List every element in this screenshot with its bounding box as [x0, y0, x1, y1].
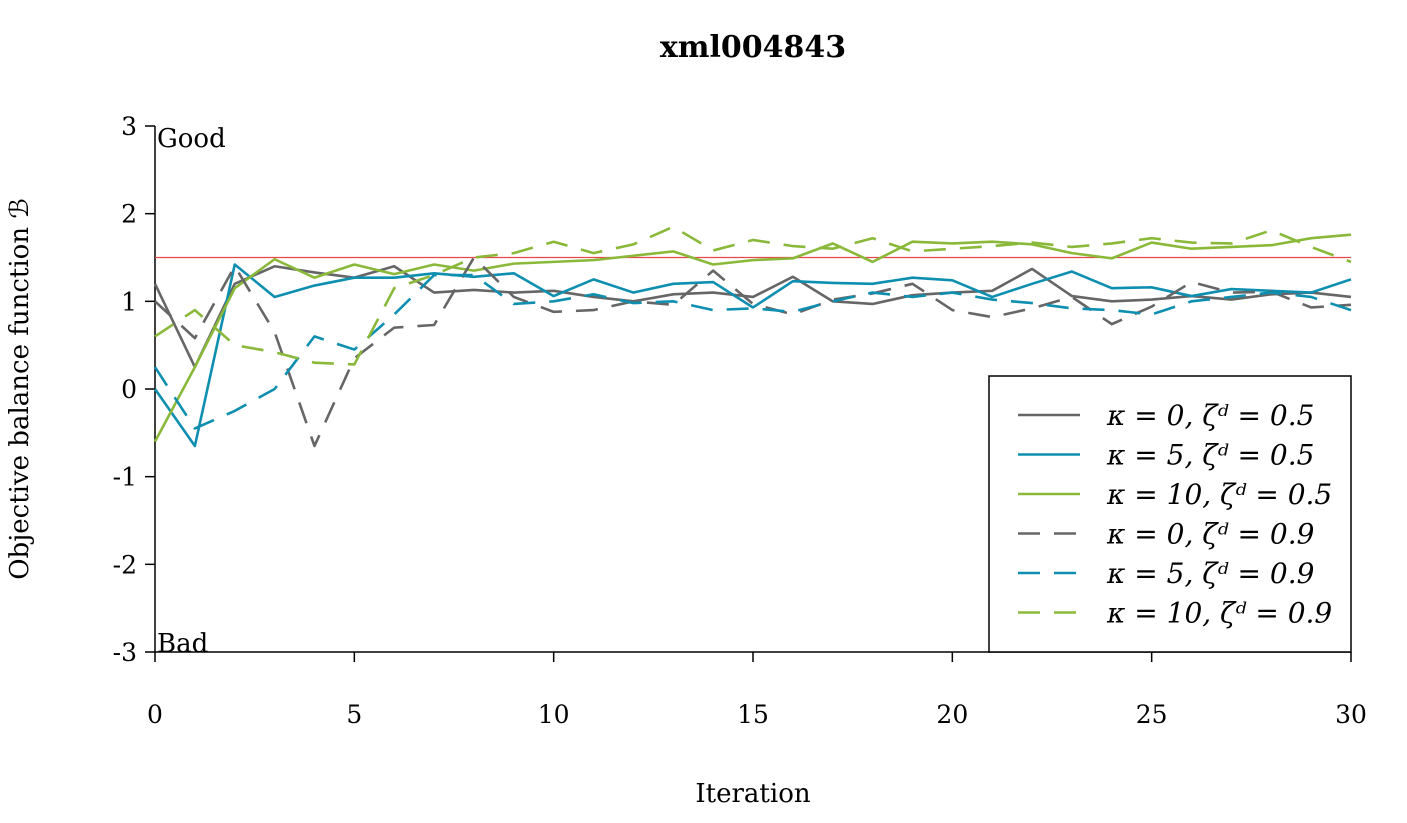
series-layer	[153, 225, 1352, 448]
y-axis-label: Objective balance function ℬ	[5, 198, 35, 580]
x-tick-label: 25	[1136, 700, 1168, 729]
x-tick-label: 0	[147, 700, 163, 729]
y-tick-label: -3	[113, 638, 137, 667]
y-tick-label: 2	[121, 200, 137, 229]
series-line-4	[154, 256, 1352, 448]
series-line-3	[153, 233, 1352, 443]
x-tick-label: 15	[737, 700, 769, 729]
x-tick-label: 30	[1335, 700, 1367, 729]
y-tick-label: -2	[113, 550, 137, 579]
series-line-6	[154, 225, 1352, 366]
legend-label: κ = 0, ζᵈ = 0.9	[1106, 518, 1314, 551]
legend-label: κ = 10, ζᵈ = 0.5	[1106, 478, 1332, 511]
y-tick-label: 3	[121, 112, 137, 141]
x-tick-label: 10	[538, 700, 570, 729]
y-tick-label: 1	[121, 287, 137, 316]
y-tick-label: -1	[113, 463, 137, 492]
legend-label: κ = 10, ζᵈ = 0.9	[1106, 597, 1332, 630]
chart-title: xml004843	[660, 30, 846, 65]
series-line-5	[153, 273, 1352, 430]
legend-label: κ = 5, ζᵈ = 0.9	[1106, 557, 1314, 590]
legend-label: κ = 0, ζᵈ = 0.5	[1106, 399, 1314, 432]
legend: κ = 0, ζᵈ = 0.5 κ = 5, ζᵈ = 0.5 κ = 10, ζᵈ…	[988, 375, 1352, 653]
x-ticks: 0 5 10 15 20 25 30	[147, 652, 1367, 729]
good-annotation: Good	[157, 124, 226, 154]
y-tick-label: 0	[121, 375, 137, 404]
x-tick-label: 20	[936, 700, 968, 729]
x-axis-label: Iteration	[695, 779, 810, 809]
x-tick-label: 5	[346, 700, 362, 729]
legend-label: κ = 5, ζᵈ = 0.5	[1106, 439, 1314, 472]
y-ticks: -3 -2 -1 0 1 2 3	[113, 112, 155, 667]
bad-annotation: Bad	[157, 629, 208, 659]
legend-box	[988, 375, 1352, 653]
series-line-2	[153, 263, 1352, 448]
